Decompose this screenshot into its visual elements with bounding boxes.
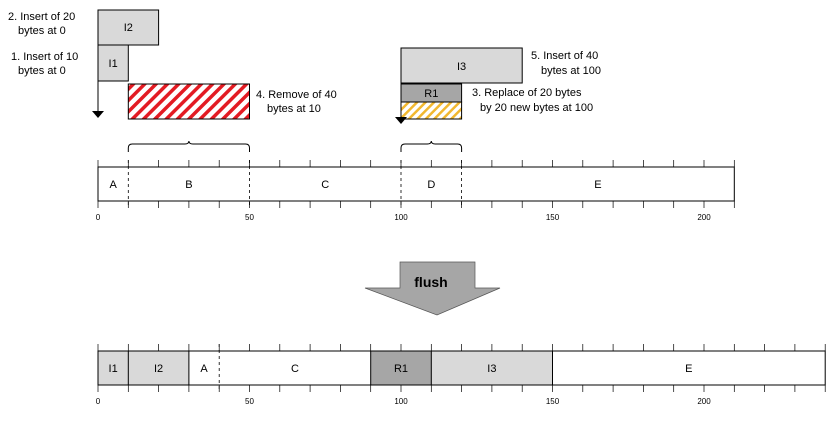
annotation-op1-line2: bytes at 0 xyxy=(18,65,66,77)
before-bar: A B C D E 0 50 100 150 200 xyxy=(96,160,735,222)
annotation-op5-line1: 5. Insert of 40 xyxy=(531,50,598,62)
before-segment-label: C xyxy=(321,179,329,191)
before-segment-label: E xyxy=(594,179,601,191)
after-segment xyxy=(370,351,432,385)
flush-label: flush xyxy=(414,274,447,290)
insert-i1-label: I1 xyxy=(109,58,118,70)
after-outline xyxy=(97,350,826,386)
before-segment-label: B xyxy=(185,179,192,191)
after-segment-label: I1 xyxy=(109,363,118,375)
flush-arrow-icon xyxy=(364,261,501,316)
after-bar: I1 I2 A C R1 I3 E 0 50 100 150 200 xyxy=(96,344,826,406)
before-segment-label: A xyxy=(109,179,117,191)
annotation-op1: 1. Insert of 10 bytes at 0 xyxy=(11,51,78,77)
before-tick-label: 150 xyxy=(546,213,560,222)
annotation-op2-line2: bytes at 0 xyxy=(18,25,66,37)
annotation-op2-line1: 2. Insert of 20 xyxy=(8,11,75,23)
brace-group xyxy=(127,140,463,152)
before-outline xyxy=(97,166,735,202)
after-tick-label: 200 xyxy=(697,397,711,406)
insert-i2-label: I2 xyxy=(124,22,133,34)
after-segment-label: I2 xyxy=(154,363,163,375)
after-segment-label: A xyxy=(200,363,208,375)
after-segment xyxy=(188,351,220,385)
before-segment xyxy=(128,167,250,201)
after-segment-label: C xyxy=(291,363,299,375)
after-tick-label: 150 xyxy=(546,397,560,406)
flush-arrow: flush xyxy=(364,261,501,316)
before-segment xyxy=(401,167,462,201)
after-segment-label: I3 xyxy=(487,363,496,375)
annotation-op4-line1: 4. Remove of 40 xyxy=(256,89,337,101)
annotation-op1-line1: 1. Insert of 10 xyxy=(11,51,78,63)
before-tick-label: 100 xyxy=(394,213,408,222)
brace-icon xyxy=(127,140,250,152)
after-segment xyxy=(98,351,129,385)
after-segment xyxy=(128,351,189,385)
annotation-op5-line2: bytes at 100 xyxy=(541,65,601,77)
replace-r1-label: R1 xyxy=(424,88,438,100)
before-tick-label: 200 xyxy=(697,213,711,222)
after-tick-label: 50 xyxy=(245,397,254,406)
after-segment-label: R1 xyxy=(394,363,408,375)
before-segment xyxy=(249,167,401,201)
before-segment-label: D xyxy=(427,179,435,191)
before-segment xyxy=(461,167,735,201)
after-segment xyxy=(431,351,553,385)
before-tick-label: 50 xyxy=(245,213,254,222)
insert-i3-box xyxy=(400,47,523,84)
annotation-op4-line2: bytes at 10 xyxy=(267,103,321,115)
annotation-op2: 2. Insert of 20 bytes at 0 xyxy=(8,11,75,37)
insert-i1-box xyxy=(97,44,129,82)
annotation-op4: 4. Remove of 40 bytes at 10 xyxy=(256,89,337,115)
annotation-op5: 5. Insert of 40 bytes at 100 xyxy=(531,50,601,77)
brace-icon xyxy=(400,140,463,152)
insert-i3-label: I3 xyxy=(457,61,466,73)
arrow-down-icon xyxy=(395,117,407,124)
after-segment xyxy=(552,351,826,385)
arrow-down-icon xyxy=(92,81,104,118)
remove-box xyxy=(127,83,250,120)
after-segment-label: E xyxy=(685,363,692,375)
after-tick-label: 100 xyxy=(394,397,408,406)
annotation-op3-line1: 3. Replace of 20 bytes xyxy=(472,87,582,99)
replace-removed-box xyxy=(400,101,463,120)
before-tick-label: 0 xyxy=(96,213,101,222)
insert-i2-box xyxy=(97,9,160,46)
annotation-op3-line2: by 20 new bytes at 100 xyxy=(480,102,593,114)
before-segment xyxy=(98,167,129,201)
annotation-op3: 3. Replace of 20 bytes by 20 new bytes a… xyxy=(472,87,593,114)
after-tick-label: 0 xyxy=(96,397,101,406)
after-segment xyxy=(219,351,371,385)
